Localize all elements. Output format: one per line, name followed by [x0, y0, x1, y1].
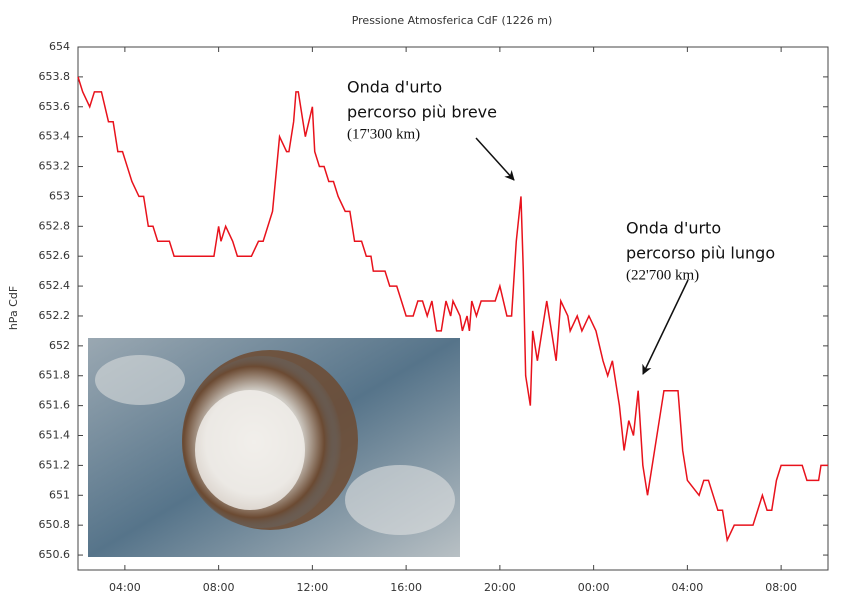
- annotation-text: percorso più lungo: [626, 244, 775, 263]
- x-tick-label: 16:00: [390, 581, 422, 594]
- annotation-text: Onda d'urto: [626, 219, 721, 238]
- satellite-image: [88, 338, 460, 557]
- y-tick-label: 651.8: [39, 369, 71, 382]
- plot-frame: [77, 46, 829, 571]
- annotation-text: (17'300 km): [347, 126, 420, 142]
- y-tick-label: 653.2: [39, 160, 71, 173]
- annotation-arrow: [642, 279, 689, 375]
- y-tick-label: 650.8: [39, 518, 71, 531]
- y-tick-label: 652.4: [39, 279, 71, 292]
- y-tick-label: 652.2: [39, 309, 71, 322]
- x-tick-label: 08:00: [203, 581, 235, 594]
- x-tick-label: 04:00: [672, 581, 704, 594]
- x-tick-label: 08:00: [765, 581, 797, 594]
- y-tick-label: 652.6: [39, 249, 71, 262]
- y-tick-label: 651.4: [39, 429, 71, 442]
- x-tick-label: 00:00: [578, 581, 610, 594]
- y-tick-label: 652.8: [39, 219, 71, 232]
- y-tick-label: 653.4: [39, 130, 71, 143]
- x-tick-label: 20:00: [484, 581, 516, 594]
- y-axis-label: hPa CdF: [7, 286, 20, 330]
- y-tick-label: 651.6: [39, 399, 71, 412]
- line-series: [77, 76, 828, 543]
- annotation-text: Onda d'urto: [347, 78, 442, 97]
- x-tick-label: 04:00: [109, 581, 141, 594]
- annotation-text: percorso più breve: [347, 103, 497, 122]
- y-tick-label: 653.6: [39, 100, 71, 113]
- chart-title: Pressione Atmosferica CdF (1226 m): [352, 14, 553, 27]
- y-tick-label: 653: [49, 189, 70, 202]
- y-tick-label: 653.8: [39, 70, 71, 83]
- y-tick-label: 650.6: [39, 548, 71, 561]
- annotation-arrow: [475, 137, 515, 181]
- y-tick-label: 651.2: [39, 458, 71, 471]
- y-tick-label: 651: [49, 488, 70, 501]
- y-tick-label: 654: [49, 40, 70, 53]
- annotation-text: (22'700 km): [626, 267, 699, 283]
- y-tick-label: 652: [49, 339, 70, 352]
- x-tick-label: 12:00: [297, 581, 329, 594]
